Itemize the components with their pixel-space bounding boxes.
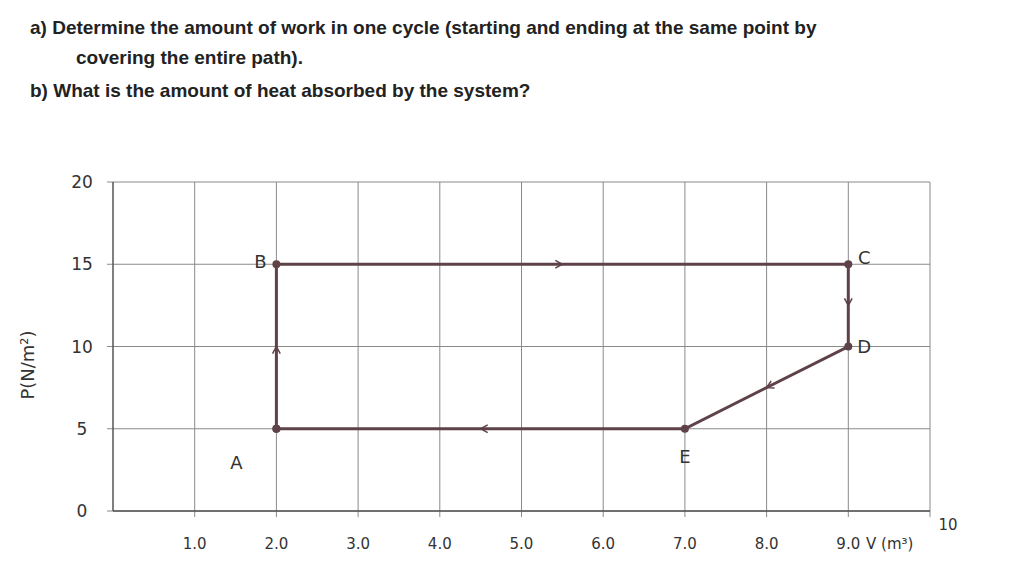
- y-axis: [112, 182, 114, 511]
- x-tick-label: 3.0: [346, 535, 370, 553]
- y-tick-label: 20: [71, 172, 93, 192]
- y-tick-label: 0: [77, 501, 88, 521]
- grid: [107, 182, 930, 517]
- x-tick-label: 8.0: [755, 535, 779, 553]
- x-tick-label: 5.0: [510, 535, 534, 553]
- question: b) What is the amount of heat absorbed b…: [30, 80, 530, 101]
- vertex-marker: [844, 343, 852, 351]
- direction-arrow: [844, 298, 852, 305]
- plot-data: [272, 260, 852, 433]
- y-tick-label: 15: [71, 254, 93, 274]
- direction-arrow: [555, 260, 562, 268]
- x-tick-label: 6.0: [591, 535, 615, 553]
- vertex-marker: [272, 260, 280, 268]
- x-tick-label: 10: [938, 516, 957, 534]
- x-axis: [113, 510, 930, 512]
- vertex-marker: [272, 425, 280, 433]
- direction-arrow: [481, 425, 488, 433]
- x-tick-label: 9.0: [836, 535, 860, 553]
- point-label: B: [254, 251, 266, 272]
- vertex-marker: [681, 425, 689, 433]
- x-tick-label: 4.0: [428, 535, 452, 553]
- direction-arrow: [767, 381, 775, 388]
- point-label: D: [857, 336, 871, 357]
- y-axis-label: P(N/m²): [17, 330, 38, 399]
- x-grid-line: [930, 182, 931, 517]
- y-grid-line: [107, 511, 930, 512]
- x-grid-line: [603, 182, 604, 517]
- x-axis-label: V (m³): [866, 535, 913, 553]
- vertex-marker: [844, 260, 852, 268]
- x-tick-label: 2.0: [264, 535, 288, 553]
- y-tick-label: 5: [77, 419, 88, 439]
- direction-arrow: [273, 347, 281, 354]
- point-label: E: [679, 446, 690, 467]
- cycle-path: [276, 264, 848, 429]
- figure: a) Determine the amount of work in one c…: [0, 0, 1036, 573]
- question: a) Determine the amount of work in one c…: [30, 17, 817, 38]
- vertex-marker: [272, 425, 280, 433]
- x-grid-line: [358, 182, 359, 517]
- y-grid-line: [107, 182, 930, 183]
- x-tick-label: 7.0: [673, 535, 697, 553]
- y-tick-label: 10: [71, 337, 93, 357]
- x-grid-line: [684, 182, 685, 517]
- x-tick-label: 1.0: [183, 535, 207, 553]
- y-grid-line: [107, 346, 930, 347]
- x-grid-line: [439, 182, 440, 517]
- x-grid-line: [766, 182, 767, 517]
- x-grid-line: [521, 182, 522, 517]
- point-label: C: [858, 247, 871, 268]
- question: covering the entire path).: [76, 47, 303, 68]
- x-grid-line: [194, 182, 195, 517]
- point-label: A: [230, 452, 243, 473]
